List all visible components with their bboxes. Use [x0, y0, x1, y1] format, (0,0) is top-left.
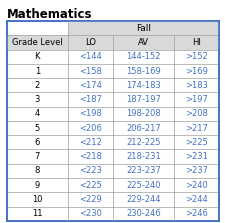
Text: LO: LO: [85, 38, 95, 47]
Text: 11: 11: [32, 209, 42, 218]
Text: >225: >225: [184, 138, 207, 147]
Text: 3: 3: [34, 95, 40, 104]
Text: <225: <225: [79, 181, 101, 190]
Text: <218: <218: [79, 152, 101, 161]
Text: Mathematics: Mathematics: [7, 8, 92, 21]
Text: AV: AV: [137, 38, 148, 47]
Bar: [68, 21, 218, 35]
Text: >244: >244: [184, 195, 207, 204]
Text: >217: >217: [184, 124, 207, 133]
Text: 225-240: 225-240: [126, 181, 160, 190]
Text: <230: <230: [79, 209, 101, 218]
Text: <223: <223: [79, 166, 101, 175]
Text: >240: >240: [184, 181, 207, 190]
Text: 7: 7: [34, 152, 40, 161]
Text: >208: >208: [184, 109, 207, 118]
Text: >197: >197: [184, 95, 207, 104]
Text: <198: <198: [79, 109, 101, 118]
Text: <229: <229: [79, 195, 101, 204]
Text: <212: <212: [79, 138, 101, 147]
Text: >152: >152: [184, 52, 207, 61]
Bar: [7, 21, 218, 221]
Text: >237: >237: [184, 166, 207, 175]
Text: >231: >231: [184, 152, 207, 161]
Text: <206: <206: [79, 124, 101, 133]
Text: 144-152: 144-152: [126, 52, 160, 61]
Bar: [7, 35, 218, 50]
Text: 2: 2: [34, 81, 40, 90]
Text: 174-183: 174-183: [126, 81, 160, 90]
Text: 223-237: 223-237: [126, 166, 160, 175]
Text: <158: <158: [79, 67, 101, 76]
Text: <144: <144: [79, 52, 101, 61]
Text: HI: HI: [191, 38, 200, 47]
Text: 158-169: 158-169: [126, 67, 160, 76]
Text: 6: 6: [34, 138, 40, 147]
Text: 5: 5: [34, 124, 40, 133]
Text: Grade Level: Grade Level: [12, 38, 62, 47]
Text: 187-197: 187-197: [126, 95, 160, 104]
Text: <187: <187: [79, 95, 101, 104]
Text: 1: 1: [34, 67, 40, 76]
Text: 212-225: 212-225: [126, 138, 160, 147]
Text: >246: >246: [184, 209, 207, 218]
Text: 198-208: 198-208: [126, 109, 160, 118]
Text: <174: <174: [79, 81, 101, 90]
Text: 230-246: 230-246: [126, 209, 160, 218]
Text: 10: 10: [32, 195, 42, 204]
Text: Fall: Fall: [135, 24, 150, 33]
Text: 8: 8: [34, 166, 40, 175]
Text: K: K: [34, 52, 40, 61]
Text: 4: 4: [34, 109, 40, 118]
Text: 229-244: 229-244: [126, 195, 160, 204]
Text: 206-217: 206-217: [126, 124, 160, 133]
Text: >183: >183: [184, 81, 207, 90]
Text: 218-231: 218-231: [126, 152, 160, 161]
Text: >169: >169: [184, 67, 207, 76]
Text: 9: 9: [34, 181, 40, 190]
